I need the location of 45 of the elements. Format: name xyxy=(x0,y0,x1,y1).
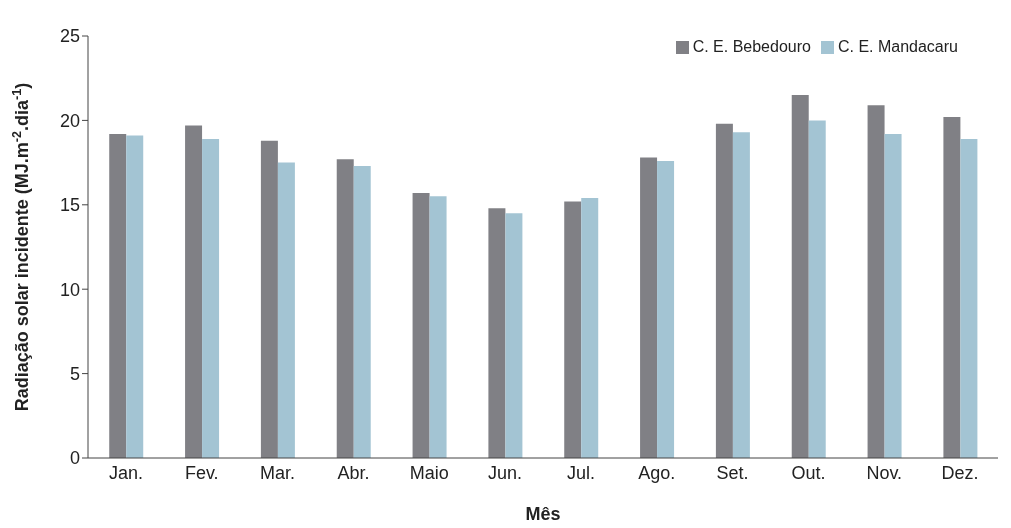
x-axis-title: Mês xyxy=(525,504,561,524)
x-tick-label: Maio xyxy=(409,462,449,483)
legend-label: C. E. Mandacaru xyxy=(837,38,958,55)
bar xyxy=(488,208,506,458)
y-tick-label: 5 xyxy=(69,363,80,384)
y-tick-label: 15 xyxy=(59,195,80,216)
bar xyxy=(732,132,750,458)
bar xyxy=(353,165,371,458)
y-tick-label: 20 xyxy=(59,110,80,131)
x-tick-label: Jun. xyxy=(488,462,523,483)
bar xyxy=(581,198,599,458)
legend-label: C. E. Bebedouro xyxy=(692,38,811,55)
bar xyxy=(429,196,447,458)
x-tick-label: Nov. xyxy=(866,462,903,483)
x-tick-label: Dez. xyxy=(941,462,979,483)
bar xyxy=(564,201,582,458)
bar xyxy=(943,117,961,458)
y-tick-label: 0 xyxy=(69,448,80,469)
x-tick-label: Out. xyxy=(791,462,826,483)
y-tick-label: 25 xyxy=(59,26,80,47)
bar xyxy=(277,162,295,458)
bar xyxy=(715,123,733,458)
bar xyxy=(884,133,902,458)
bar xyxy=(960,138,978,458)
bar xyxy=(126,135,144,458)
x-tick-label: Jul. xyxy=(566,462,595,483)
bar xyxy=(336,159,354,458)
bar xyxy=(109,133,127,458)
bar xyxy=(505,213,523,458)
bar xyxy=(657,160,675,458)
bar xyxy=(867,105,885,458)
x-tick-label: Jan. xyxy=(108,462,143,483)
x-tick-label: Abr. xyxy=(337,462,370,483)
bar xyxy=(808,120,826,458)
bar xyxy=(202,138,220,458)
x-tick-label: Ago. xyxy=(638,462,676,483)
y-tick-label: 10 xyxy=(59,279,80,300)
bar xyxy=(412,192,430,458)
bar xyxy=(640,157,658,458)
x-tick-label: Fev. xyxy=(184,462,219,483)
x-tick-label: Set. xyxy=(716,462,749,483)
x-tick-label: Mar. xyxy=(260,462,296,483)
bar xyxy=(791,95,809,458)
bar xyxy=(260,140,278,458)
bar xyxy=(185,125,203,458)
